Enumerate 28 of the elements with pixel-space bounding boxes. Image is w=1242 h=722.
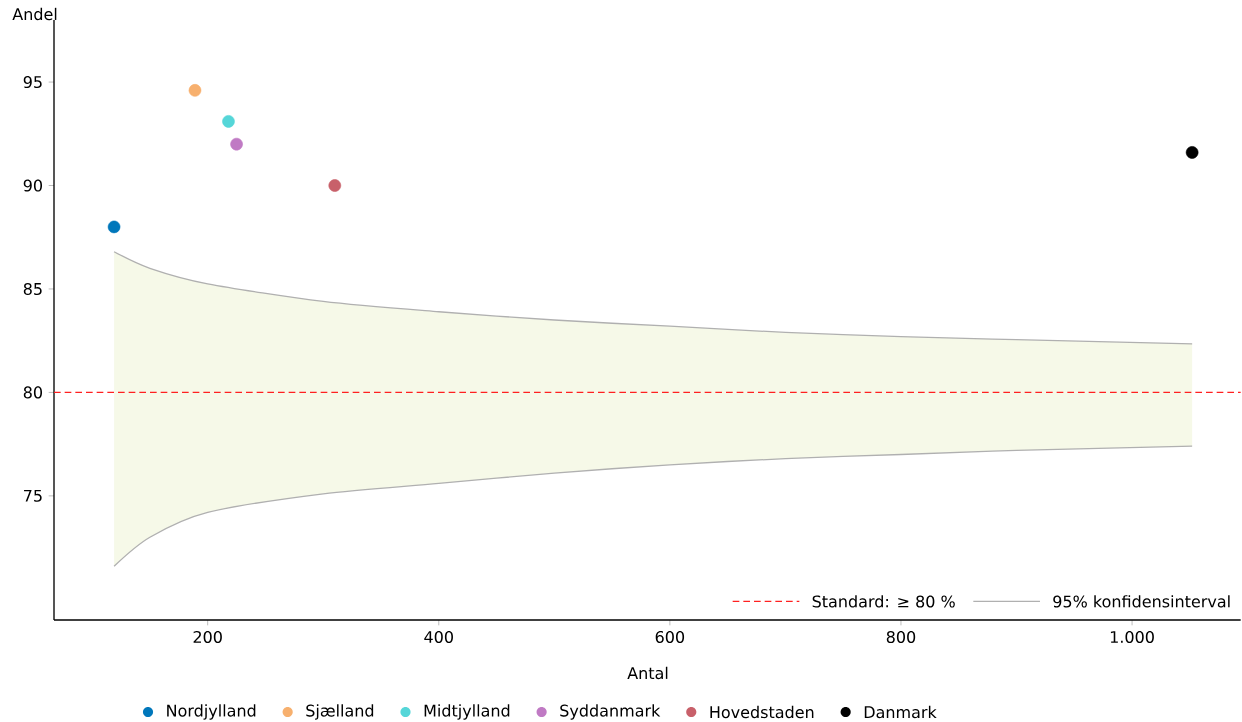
legend-label: Sjælland xyxy=(306,704,374,720)
legend-label: Danmark xyxy=(864,705,937,719)
legend-label: Midtjylland xyxy=(424,704,510,720)
y-tick-label: 85 xyxy=(23,282,42,296)
x-axis-title: Antal xyxy=(627,666,668,680)
x-tick-label: 800 xyxy=(886,630,916,644)
legend-label: Syddanmark xyxy=(560,704,661,720)
point xyxy=(230,137,243,151)
x-tick-label: 600 xyxy=(655,630,685,644)
line-series xyxy=(113,445,1193,567)
legend-label: Hovedstaden xyxy=(710,705,814,719)
line-series xyxy=(113,251,1193,345)
x-tick-label: 400 xyxy=(424,630,453,644)
point xyxy=(1185,146,1199,159)
point xyxy=(107,220,121,234)
x-tick-label: 200 xyxy=(193,630,222,644)
y-tick-label: 80 xyxy=(23,386,43,399)
point xyxy=(328,179,342,192)
legend-label: Standard: ≥ 80 % xyxy=(812,595,955,608)
y-axis-title: Andel xyxy=(12,7,57,21)
legend-label: 95% konfidensinterval xyxy=(1053,595,1230,608)
y-tick-label: 90 xyxy=(23,179,43,192)
x-tick-label: 1.000 xyxy=(1110,630,1154,644)
y-tick-label: 75 xyxy=(24,489,42,502)
point xyxy=(188,84,202,97)
legend-label: Nordjylland xyxy=(167,704,256,720)
y-tick-label: 95 xyxy=(23,76,42,89)
point xyxy=(222,115,235,128)
